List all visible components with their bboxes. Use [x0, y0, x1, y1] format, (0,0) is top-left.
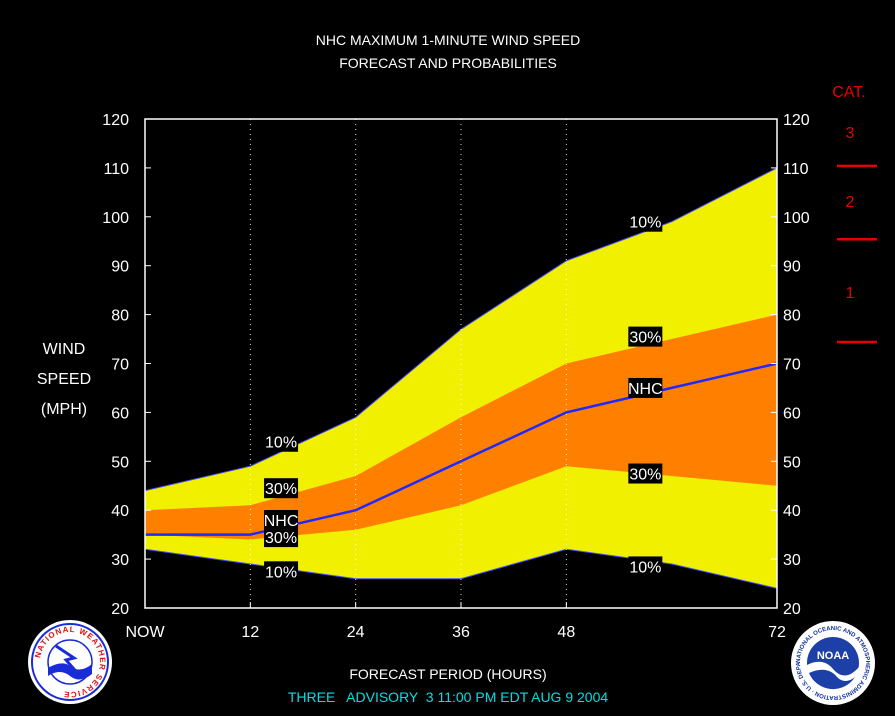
y-tick-label-right: 30 — [783, 552, 801, 569]
band-label-text: 30% — [265, 530, 297, 547]
x-tick-label: 12 — [241, 624, 259, 641]
band-label: 30% — [628, 463, 663, 484]
band-label: 30% — [264, 527, 299, 548]
band-label: 30% — [628, 326, 663, 347]
y-tick-label-left: 50 — [111, 454, 129, 471]
y-tick-label-right: 20 — [783, 601, 801, 618]
nhc-forecast-line — [145, 362, 778, 536]
y-tick-label-right: 40 — [783, 503, 801, 520]
band-label-box — [264, 561, 299, 582]
x-tick-label: 48 — [557, 624, 575, 641]
band-label-box — [628, 556, 663, 577]
band-label-box — [628, 377, 663, 398]
category-label: 2 — [846, 194, 855, 211]
band-label-box — [264, 478, 299, 499]
y-tick-label-left: 100 — [102, 210, 129, 227]
band-label-box — [264, 509, 299, 530]
band-label: 10% — [628, 211, 663, 232]
y-tick-label-left: 110 — [103, 161, 129, 178]
advisory-footer: THREE ADVISORY 3 11:00 PM EDT AUG 9 2004 — [288, 689, 609, 705]
hurricane-category-scale: CAT. 3 2 1 — [832, 84, 877, 344]
noaa-logo-text: NOAA — [817, 650, 849, 662]
y-axis-label-line: WIND — [43, 341, 86, 358]
band-label: 10% — [264, 431, 299, 452]
plot-area: 20 20 30 30 40 40 50 50 60 60 70 70 80 80 90 90 100 100 11… — [102, 112, 810, 641]
band-label-text: 10% — [265, 435, 297, 452]
band-label: 10% — [264, 561, 299, 582]
chart-title: NHC MAXIMUM 1-MINUTE WIND SPEED — [316, 32, 580, 48]
y-tick-label-left: 70 — [111, 357, 129, 374]
x-tick-label: 72 — [768, 624, 786, 641]
x-tick-label: NOW — [125, 624, 165, 641]
chart-subtitle: FORECAST AND PROBABILITIES — [339, 55, 557, 71]
band-label-box — [628, 326, 663, 347]
y-tick-label-left: 30 — [111, 552, 129, 569]
y-tick-label-right: 100 — [783, 210, 810, 227]
y-tick-label-right: 60 — [783, 405, 801, 422]
band-label-text: 30% — [629, 330, 661, 347]
y-axis-label-line: SPEED — [37, 371, 91, 388]
band-label-text: 30% — [265, 481, 297, 498]
band-label-box — [264, 431, 299, 452]
category-label: 3 — [846, 125, 855, 142]
y-tick-label-right: 110 — [783, 161, 809, 178]
band-label-text: 10% — [629, 215, 661, 232]
y-tick-label-right: 50 — [783, 454, 801, 471]
band-10-percent — [145, 167, 777, 589]
band-label: 10% — [628, 556, 663, 577]
y-axis-label: WIND SPEED (MPH) — [37, 341, 91, 418]
y-tick-label-left: 120 — [102, 112, 129, 129]
band-label-text: 10% — [265, 564, 297, 581]
noaa-logo: NATIONAL OCEANIC AND ATMOSPHERIC ADMINIS… — [791, 621, 875, 705]
y-tick-label-right: 80 — [783, 308, 801, 325]
x-tick-label: 24 — [347, 624, 365, 641]
band-label-box — [264, 527, 299, 548]
x-tick-label: 36 — [452, 624, 470, 641]
y-tick-label-left: 80 — [111, 308, 129, 325]
nws-logo: NATIONAL WEATHER SERVICE — [28, 620, 112, 704]
band-label: 30% — [264, 478, 299, 499]
y-axis-label-line: (MPH) — [41, 401, 87, 418]
band-label-text: NHC — [264, 513, 299, 530]
category-label: 1 — [846, 285, 855, 302]
band-label: NHC — [628, 377, 663, 398]
band-label-text: NHC — [628, 381, 663, 398]
y-tick-label-right: 70 — [783, 357, 801, 374]
category-heading: CAT. — [832, 84, 865, 101]
band-label-text: 30% — [629, 467, 661, 484]
band-30-percent — [145, 314, 777, 540]
y-tick-label-left: 90 — [111, 259, 129, 276]
y-tick-label-left: 60 — [111, 405, 129, 422]
band-label: NHC — [264, 509, 299, 530]
y-tick-label-left: 20 — [111, 601, 129, 618]
band-label-box — [628, 463, 663, 484]
band-label-text: 10% — [629, 559, 661, 576]
x-axis-label: FORECAST PERIOD (HOURS) — [349, 666, 546, 682]
y-tick-label-left: 40 — [111, 503, 129, 520]
y-tick-label-right: 90 — [783, 259, 801, 276]
band-label-box — [628, 211, 663, 232]
y-tick-label-right: 120 — [783, 112, 810, 129]
